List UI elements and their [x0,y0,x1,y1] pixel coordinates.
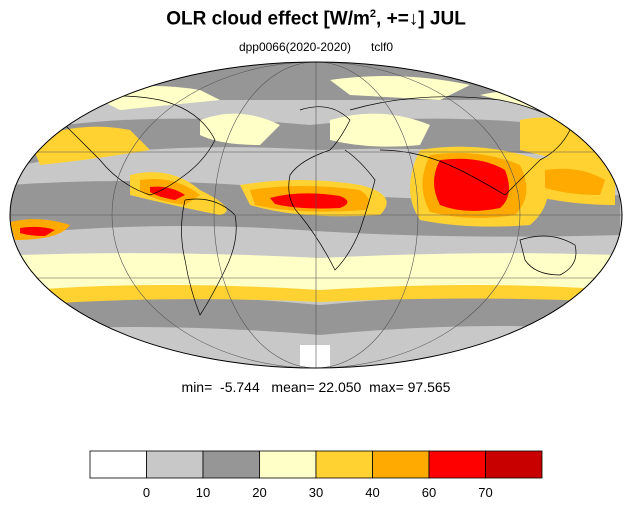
experiment-label: dpp0066(2020-2020) [238,40,352,54]
south-america-coast [181,198,237,316]
asia-coast [349,96,571,196]
variable-label: tclf0 [371,40,394,54]
north-mid-lat-dark [20,118,610,165]
monsoon-red [434,158,509,211]
coastlines [59,95,577,316]
min-value: -5.744 [220,379,260,395]
colorbar-tick-label: 60 [421,485,437,500]
south-yellow-band [30,285,615,305]
colorbar-swatch [202,450,260,479]
colorbar-swatch [315,450,373,479]
north-america-coast [59,95,216,196]
colorbar-tick-label: 10 [195,485,211,500]
west-pacific-orange [545,168,605,195]
north-atlantic-lightyellow [200,113,280,145]
colorbar-tick-label: 70 [478,485,493,500]
graticule [10,62,622,368]
colorbar-tick-label: 40 [365,485,380,500]
colorbar-tick-label: 20 [252,485,267,500]
arctic-yellow-patches [90,76,570,110]
plot-title: OLR cloud effect [W/m2, +=↓] JUL [166,8,466,30]
colorbar-swatch [89,450,147,479]
colorbar-tick-label: 0 [142,485,151,500]
south-lightyellow-band [20,253,615,295]
min-label: min= [181,379,213,395]
colorbar-swatch [372,450,430,479]
colorbar-swatch [485,450,543,479]
plot-subtitle: dpp0066(2020-2020) tclf0 [0,40,632,54]
north-yellow-band [30,126,150,165]
statistics-line: min= -5.744 mean= 22.050 max= 97.565 [0,379,632,395]
mean-value: 22.050 [318,379,362,395]
colorbar-swatch [428,450,486,479]
map-outline [9,61,623,369]
max-label: max= [369,379,404,395]
south-dark-band [25,296,610,335]
east-pacific-red [20,226,55,236]
mean-label: mean= [271,379,315,395]
colorbar-tick-label: 30 [308,485,324,500]
max-value: 97.565 [407,379,451,395]
asia-lightyellow [330,113,430,147]
colorbar-swatch [259,450,317,479]
itcz-red [150,186,348,209]
colorbar-swatch [146,450,204,479]
australia-coast [519,235,577,276]
